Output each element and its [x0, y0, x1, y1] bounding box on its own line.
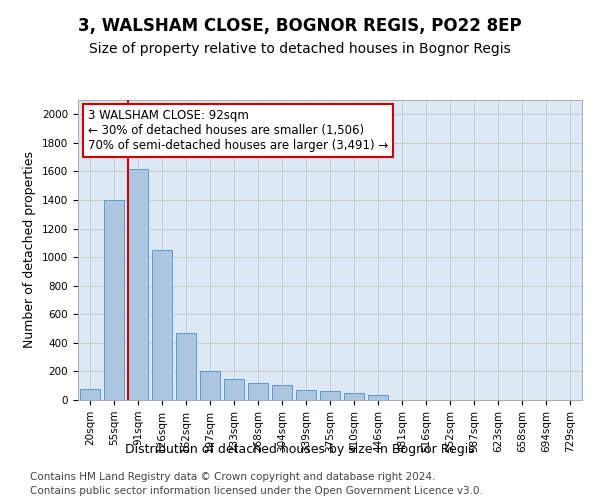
Bar — [176, 333, 196, 400]
Bar — [272, 385, 292, 400]
Y-axis label: Number of detached properties: Number of detached properties — [23, 152, 37, 348]
Bar — [128, 168, 148, 400]
Bar — [200, 372, 220, 400]
Bar — [344, 393, 364, 400]
Bar — [152, 250, 172, 400]
Bar — [296, 390, 316, 400]
Bar — [248, 383, 268, 400]
Text: Contains HM Land Registry data © Crown copyright and database right 2024.: Contains HM Land Registry data © Crown c… — [30, 472, 436, 482]
Bar — [368, 395, 388, 400]
Text: Size of property relative to detached houses in Bognor Regis: Size of property relative to detached ho… — [89, 42, 511, 56]
Text: Contains public sector information licensed under the Open Government Licence v3: Contains public sector information licen… — [30, 486, 483, 496]
Text: 3 WALSHAM CLOSE: 92sqm
← 30% of detached houses are smaller (1,506)
70% of semi-: 3 WALSHAM CLOSE: 92sqm ← 30% of detached… — [88, 109, 388, 152]
Bar — [320, 391, 340, 400]
Text: 3, WALSHAM CLOSE, BOGNOR REGIS, PO22 8EP: 3, WALSHAM CLOSE, BOGNOR REGIS, PO22 8EP — [78, 18, 522, 36]
Bar — [104, 200, 124, 400]
Bar — [224, 379, 244, 400]
Text: Distribution of detached houses by size in Bognor Regis: Distribution of detached houses by size … — [125, 442, 475, 456]
Bar — [80, 390, 100, 400]
